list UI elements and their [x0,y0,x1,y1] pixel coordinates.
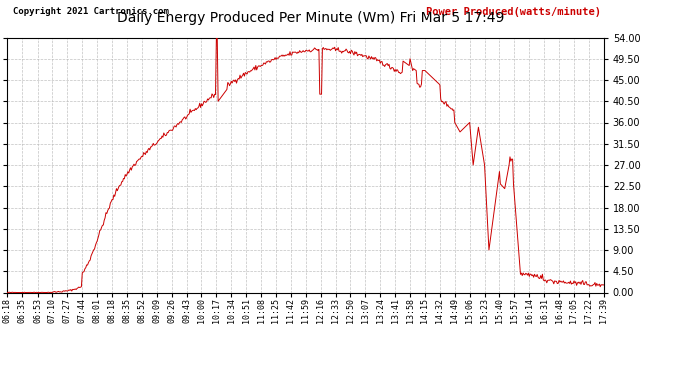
Text: Power Produced(watts/minute): Power Produced(watts/minute) [426,7,601,17]
Text: Copyright 2021 Cartronics.com: Copyright 2021 Cartronics.com [13,7,169,16]
Text: Daily Energy Produced Per Minute (Wm) Fri Mar 5 17:49: Daily Energy Produced Per Minute (Wm) Fr… [117,11,504,25]
